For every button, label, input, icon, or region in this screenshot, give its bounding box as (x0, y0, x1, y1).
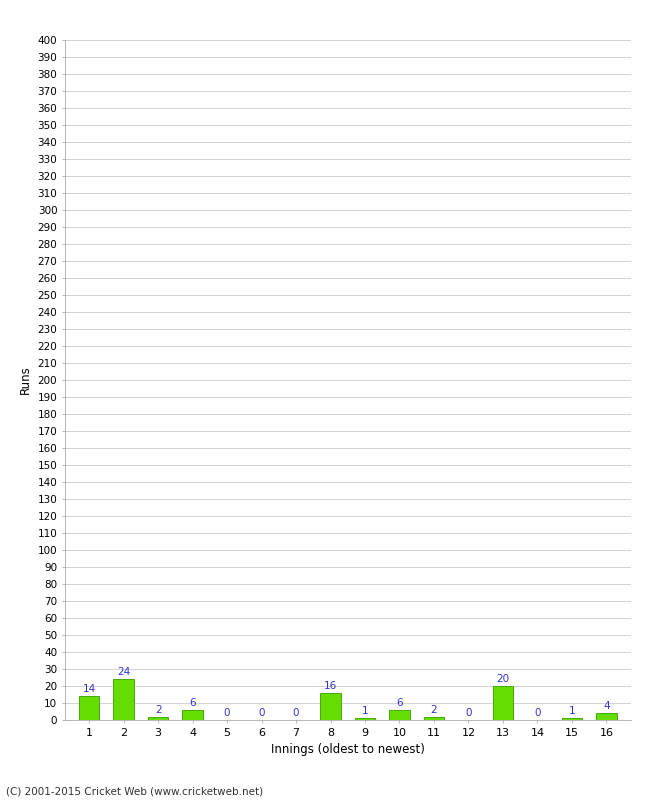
Bar (596, 714, 617, 720)
Bar (355, 718, 375, 720)
Text: 6: 6 (396, 698, 403, 708)
Text: 0: 0 (224, 708, 230, 718)
Text: 4: 4 (603, 701, 610, 711)
Text: 6: 6 (189, 698, 196, 708)
Bar (113, 679, 134, 720)
Text: 16: 16 (324, 681, 337, 690)
Bar (389, 710, 410, 720)
Bar (182, 710, 203, 720)
Text: 1: 1 (569, 706, 575, 716)
Text: 0: 0 (258, 708, 265, 718)
Text: 2: 2 (155, 705, 161, 714)
Text: 24: 24 (117, 667, 130, 677)
Text: 0: 0 (465, 708, 472, 718)
Bar (320, 693, 341, 720)
Text: 20: 20 (497, 674, 510, 684)
Bar (148, 717, 168, 720)
Text: (C) 2001-2015 Cricket Web (www.cricketweb.net): (C) 2001-2015 Cricket Web (www.cricketwe… (6, 786, 264, 796)
Bar (79, 696, 99, 720)
Text: 14: 14 (83, 684, 96, 694)
Bar (493, 686, 514, 720)
Bar (424, 717, 445, 720)
Text: 0: 0 (534, 708, 541, 718)
Text: 2: 2 (431, 705, 437, 714)
Y-axis label: Runs: Runs (19, 366, 32, 394)
Bar (562, 718, 582, 720)
Text: 1: 1 (361, 706, 369, 716)
X-axis label: Innings (oldest to newest): Innings (oldest to newest) (271, 743, 424, 756)
Text: 0: 0 (292, 708, 299, 718)
